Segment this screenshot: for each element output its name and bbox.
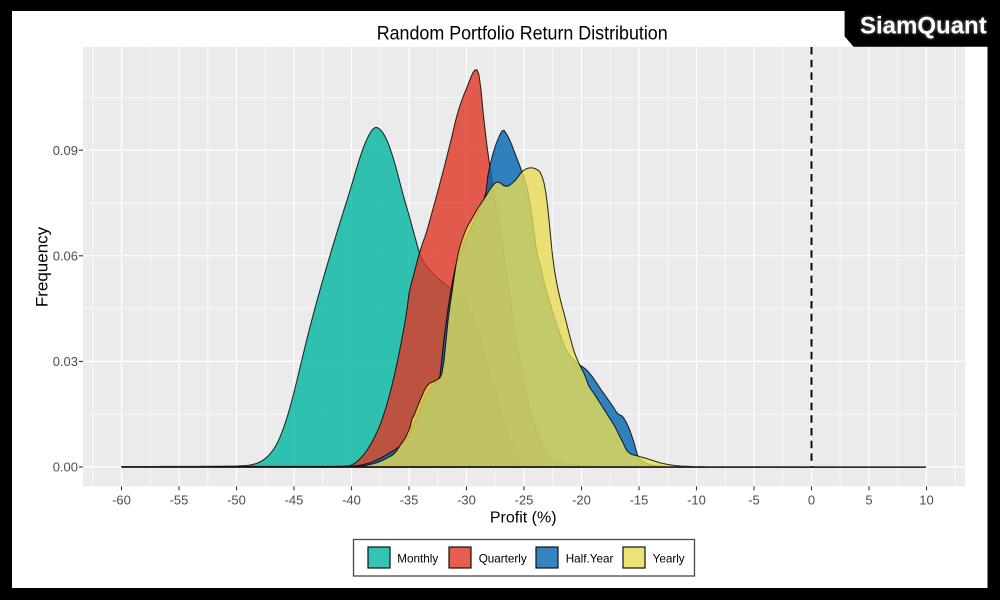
svg-text:SiamQuant: SiamQuant [860, 13, 987, 40]
svg-text:-15: -15 [630, 492, 649, 507]
svg-text:0.00: 0.00 [53, 460, 78, 475]
svg-text:-25: -25 [515, 492, 534, 507]
svg-text:-55: -55 [170, 492, 189, 507]
svg-text:-20: -20 [572, 492, 591, 507]
svg-text:Yearly: Yearly [653, 553, 685, 566]
svg-text:0.09: 0.09 [53, 143, 78, 158]
svg-text:SiamQuant: SiamQuant [860, 13, 987, 40]
svg-text:-30: -30 [457, 492, 476, 507]
svg-text:Profit (%): Profit (%) [490, 510, 557, 527]
svg-text:5: 5 [865, 492, 872, 507]
svg-text:-50: -50 [227, 492, 246, 507]
svg-text:Frequency: Frequency [32, 226, 51, 307]
svg-text:-10: -10 [687, 492, 706, 507]
svg-text:Half.Year: Half.Year [566, 553, 614, 566]
svg-text:0.03: 0.03 [53, 354, 78, 369]
svg-text:Monthly: Monthly [397, 553, 438, 566]
svg-text:-5: -5 [748, 492, 760, 507]
svg-text:Random Portfolio Return Distri: Random Portfolio Return Distribution [377, 23, 668, 45]
svg-text:0.06: 0.06 [53, 249, 78, 264]
svg-text:-40: -40 [342, 492, 361, 507]
svg-text:-35: -35 [400, 492, 419, 507]
svg-text:-45: -45 [285, 492, 304, 507]
svg-text:Quarterly: Quarterly [479, 553, 527, 566]
svg-text:0: 0 [808, 492, 815, 507]
svg-text:-60: -60 [112, 492, 131, 507]
svg-text:10: 10 [919, 492, 933, 507]
